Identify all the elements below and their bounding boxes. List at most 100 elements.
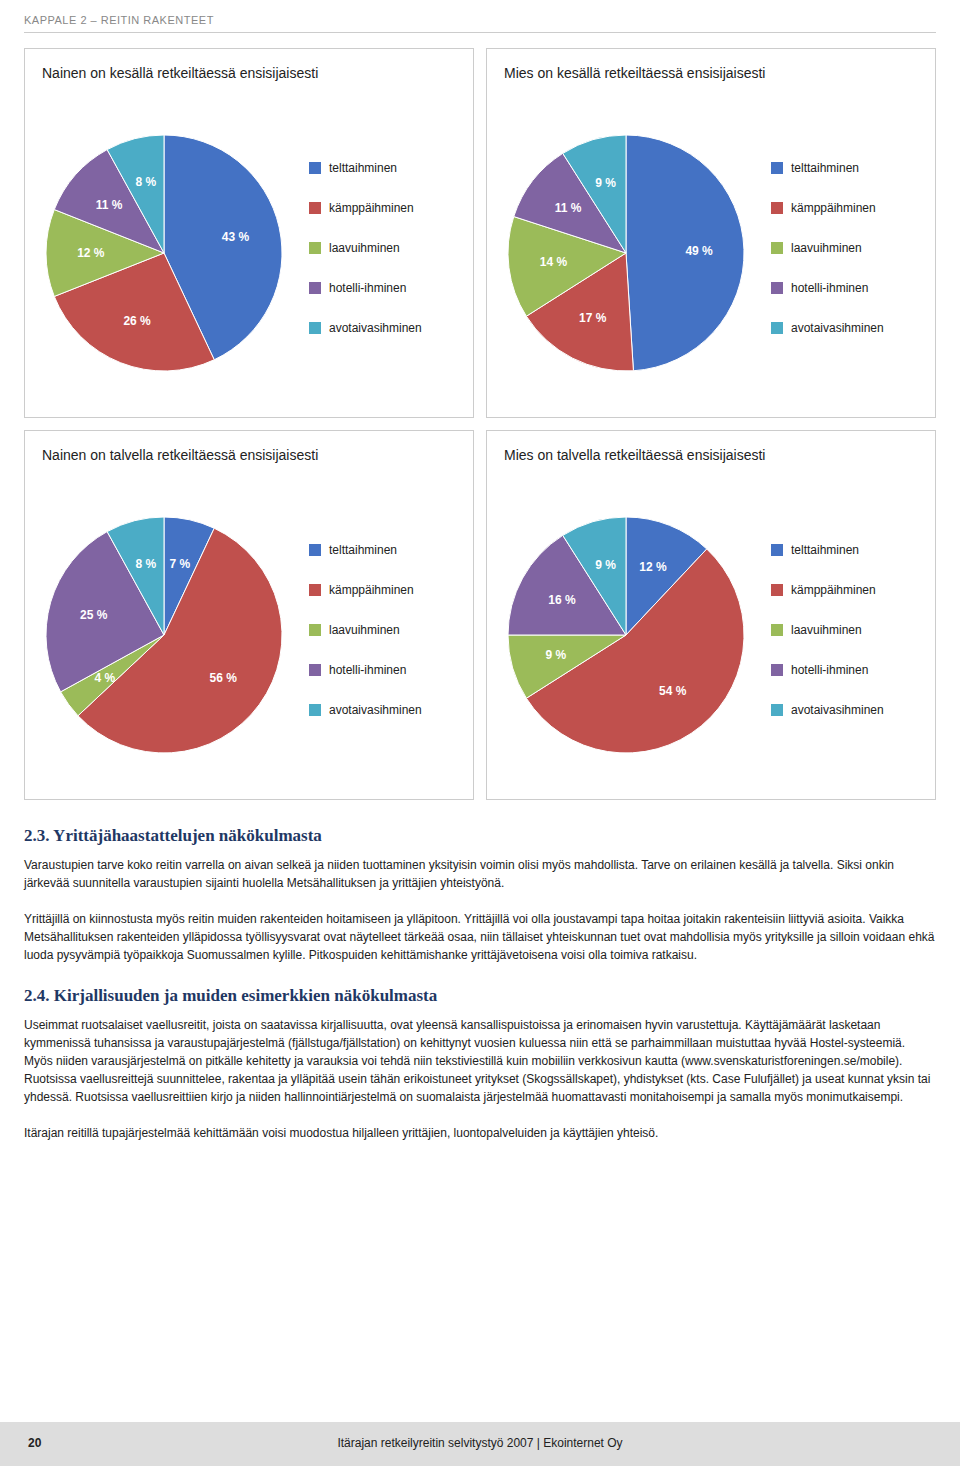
pie-slice [563,135,626,253]
data-label: 16 % [548,593,576,607]
data-label: 9 % [595,558,616,572]
legend-entry: telttaihminen [791,543,859,557]
legend-swatch [771,322,783,334]
legend-swatch [771,624,783,636]
section-body: Varaustupien tarve koko reitin varrella … [24,856,936,964]
chart-title: Nainen on talvella retkeiltäessä ensisij… [42,447,318,463]
data-labels: 43 % 26 % 12 % 11 % 8 % [77,175,249,328]
data-label: 9 % [595,176,616,190]
page-number: 20 [28,1436,41,1450]
chart-box [487,431,936,800]
legend-entry: laavuihminen [791,241,862,255]
legend-entry: kämppäihminen [791,583,876,597]
data-label: 8 % [135,557,156,571]
data-label: 25 % [80,608,108,622]
pie [46,135,282,371]
legend-entry: avotaivasihminen [791,703,884,717]
legend-swatch [309,704,321,716]
section-title: 2.3. Yrittäjähaastattelujen näkökulmasta [24,826,936,846]
legend-swatch [771,202,783,214]
data-label: 11 % [555,201,582,215]
legend-swatch [771,162,783,174]
section-title: 2.4. Kirjallisuuden ja muiden esimerkkie… [24,986,936,1006]
pie [46,517,282,753]
data-label: 12 % [639,560,667,574]
legend: telttaihminen kämppäihminen laavuihminen ho… [771,543,884,717]
legend-swatch [771,242,783,254]
chart-title: Nainen on kesällä retkeiltäessä ensisija… [42,65,318,81]
data-label: 54 % [659,684,687,698]
legend-entry: kämppäihminen [791,201,876,215]
legend: telttaihminen kämppäihminen laavuihminen ho… [309,543,422,717]
data-labels: 7 % 56 % 4 % 25 % 8 % [80,557,237,685]
legend-swatch [771,544,783,556]
page: KAPPALE 2 – REITIN RAKENTEET Nainen on ke… [0,0,960,1466]
pie-slice [107,517,164,635]
pie-chart: Nainen on kesällä retkeiltäessä ensisija… [24,48,474,418]
chart-box [487,49,936,418]
legend-swatch [309,544,321,556]
pie-slice [563,517,626,635]
data-label: 7 % [170,557,191,571]
data-label: 26 % [123,314,151,328]
data-label: 12 % [77,246,105,260]
legend-entry: hotelli-ihminen [329,663,406,677]
legend-swatch [309,664,321,676]
data-label: 4 % [94,671,115,685]
legend-swatch [309,242,321,254]
pie-slice [107,135,164,253]
data-label: 43 % [222,230,250,244]
legend-swatch [309,162,321,174]
pie-slice [626,135,744,371]
legend: telttaihminenkämppäihminenlaavuihminenho… [309,161,422,335]
legend-entry: telttaihminen [329,161,397,175]
legend-swatch [309,282,321,294]
chart-grid: Nainen on kesällä retkeiltäessä ensisija… [24,48,936,800]
legend-swatch [309,584,321,596]
data-label: 56 % [210,671,238,685]
pie-chart: Nainen on talvella retkeiltäessä ensisij… [24,430,474,800]
legend-entry: laavuihminen [329,623,400,637]
pie-slice [508,635,626,698]
legend-entry: laavuihminen [791,623,862,637]
pie-chart: Mies on kesällä retkeiltäessä ensisijais… [486,48,936,418]
section-body: Useimmat ruotsalaiset vaellusreitit, joi… [24,1016,936,1142]
data-labels: 12 % 54 % 9 % 16 % 9 % [545,558,686,699]
legend-entry: avotaivasihminen [329,321,422,335]
legend-entry: kämppäihminen [329,583,414,597]
data-label: 49 % [685,244,713,258]
pie [508,135,744,371]
legend-swatch [771,664,783,676]
header: KAPPALE 2 – REITIN RAKENTEET [24,14,936,33]
legend-entry: telttaihminen [329,543,397,557]
legend-entry: hotelli-ihminen [791,281,868,295]
legend-entry: hotelli-ihminen [329,281,406,295]
chart-box [25,431,474,800]
text-area: 2.3. Yrittäjähaastattelujen näkökulmasta… [24,820,936,1164]
pie-chart: Mies on talvella retkeiltäessä ensisijai… [486,430,936,800]
data-label: 11 % [96,198,123,212]
pie [508,517,744,753]
legend-swatch [309,202,321,214]
legend-entry: hotelli-ihminen [791,663,868,677]
legend-swatch [771,704,783,716]
legend-entry: avotaivasihminen [329,703,422,717]
legend-entry: telttaihminen [791,161,859,175]
legend-swatch [309,624,321,636]
data-label: 9 % [545,648,566,662]
data-label: 17 % [579,311,607,325]
footer: Itärajan retkeilyreitin selvitystyö 2007… [0,1422,960,1466]
legend-entry: avotaivasihminen [791,321,884,335]
data-labels: 49 % 17 % 14 % 11 % 9 % [540,176,713,325]
chart-box [25,49,474,418]
chart-title: Mies on talvella retkeiltäessä ensisijai… [504,447,765,463]
footer-text: Itärajan retkeilyreitin selvitystyö 2007… [0,1436,960,1450]
legend-swatch [309,322,321,334]
legend-entry: kämppäihminen [329,201,414,215]
chart-title: Mies on kesällä retkeiltäessä ensisijais… [504,65,765,81]
data-label: 14 % [540,255,568,269]
legend: telttaihminen kämppäihminen laavuihminen ho… [771,161,884,335]
data-label: 8 % [135,175,156,189]
legend-swatch [771,584,783,596]
legend-swatch [771,282,783,294]
